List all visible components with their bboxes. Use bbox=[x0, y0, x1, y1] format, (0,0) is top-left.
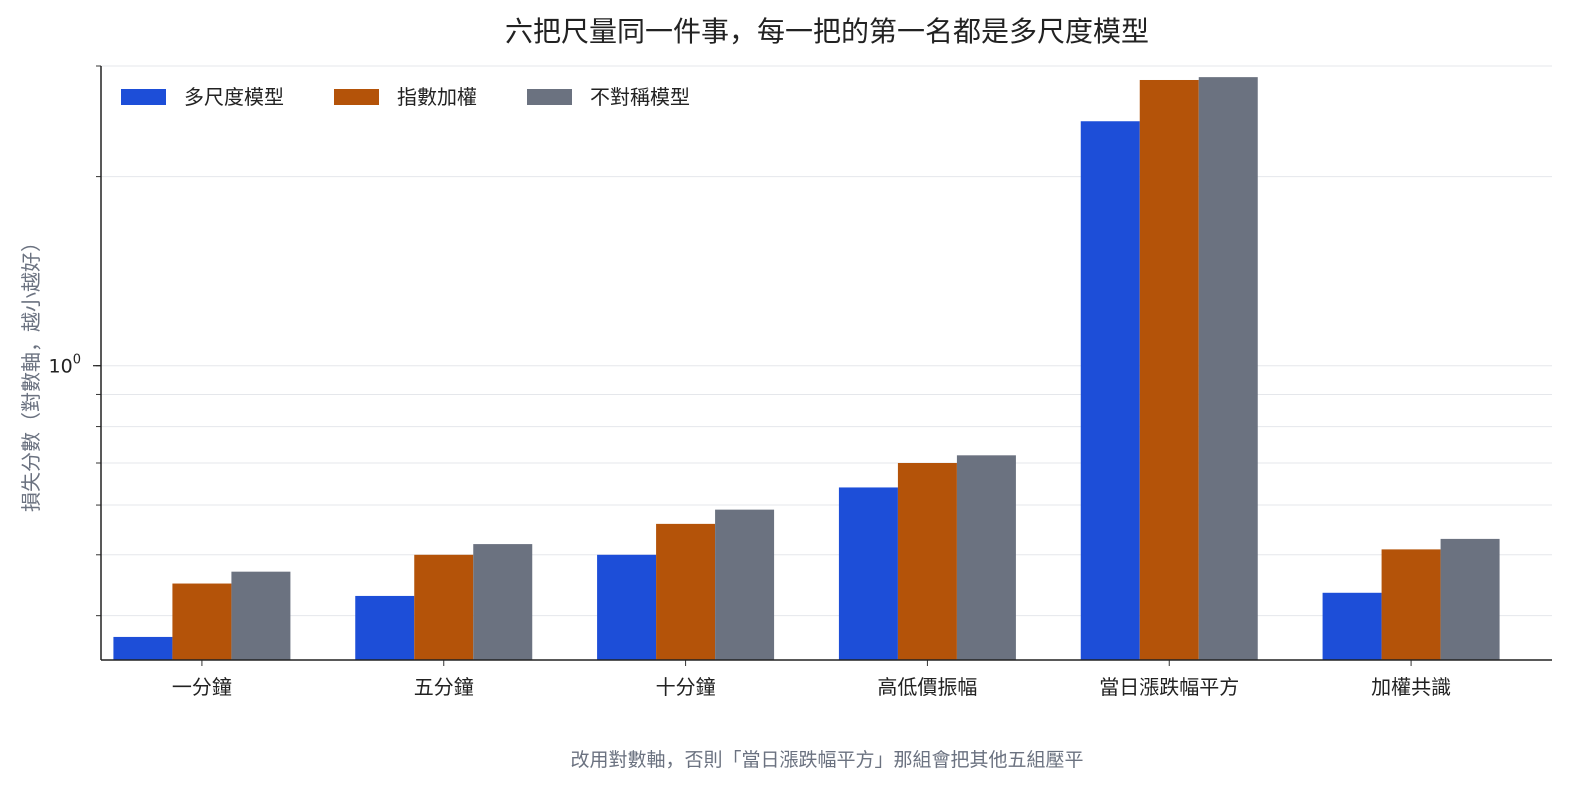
bar-3-6 bbox=[1440, 538, 1500, 660]
bar-2-3 bbox=[656, 523, 716, 660]
legend-label-3: 不對稱模型 bbox=[590, 85, 690, 109]
bar-1-1 bbox=[113, 636, 173, 660]
x-tick-label: 十分鐘 bbox=[656, 675, 716, 699]
bar-1-2 bbox=[355, 595, 415, 660]
bar-1-5 bbox=[1080, 121, 1140, 661]
x-tick-label: 五分鐘 bbox=[414, 675, 474, 699]
bar-3-5 bbox=[1198, 77, 1258, 660]
legend-label-2: 指數加權 bbox=[397, 85, 477, 109]
x-tick-label: 高低價振幅 bbox=[877, 675, 977, 699]
bar-2-4 bbox=[897, 463, 957, 660]
legend-label-1: 多尺度模型 bbox=[184, 85, 284, 109]
legend-swatch-2 bbox=[334, 89, 379, 105]
bar-3-2 bbox=[473, 544, 533, 660]
x-tick-label: 加權共識 bbox=[1371, 675, 1451, 699]
bar-1-3 bbox=[597, 554, 657, 660]
chart-title: 六把尺量同一件事，每一把的第一名都是多尺度模型 bbox=[504, 15, 1149, 48]
y-axis-label: 損失分數（對數軸，越小越好） bbox=[19, 232, 43, 512]
legend-swatch-1 bbox=[121, 89, 166, 105]
y-tick-label: 100 bbox=[49, 353, 81, 378]
x-tick-label: 一分鐘 bbox=[172, 675, 232, 699]
bar-2-1 bbox=[172, 583, 232, 660]
legend: 多尺度模型 指數加權 不對稱模型 bbox=[121, 85, 690, 109]
grid-layer bbox=[101, 65, 1552, 617]
legend-swatch-3 bbox=[527, 89, 572, 105]
x-tick-label: 當日漲跌幅平方 bbox=[1099, 675, 1239, 699]
bars-layer bbox=[113, 77, 1500, 661]
bar-3-4 bbox=[956, 455, 1016, 660]
bar-2-6 bbox=[1381, 549, 1441, 660]
chart-caption: 改用對數軸，否則「當日漲跌幅平方」那組會把其他五組壓平 bbox=[570, 749, 1084, 771]
bar-2-2 bbox=[414, 554, 474, 660]
bar-1-4 bbox=[838, 487, 898, 660]
bar-3-3 bbox=[715, 509, 775, 660]
bar-2-5 bbox=[1139, 79, 1199, 660]
bar-1-6 bbox=[1322, 592, 1382, 660]
bar-3-1 bbox=[231, 571, 291, 660]
axes-layer: 一分鐘 五分鐘 十分鐘 高低價振幅 當日漲跌幅平方 加權共識 100損失分數（對數軸，越小越… bbox=[19, 65, 1552, 699]
